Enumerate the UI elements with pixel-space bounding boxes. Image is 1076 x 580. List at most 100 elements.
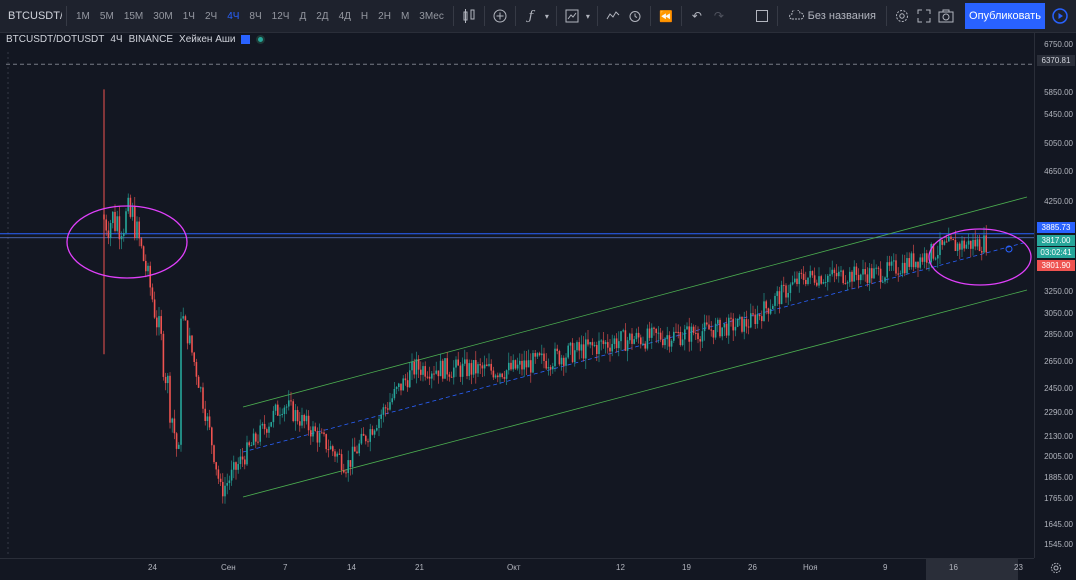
timeframe-9[interactable]: Д [299, 10, 307, 22]
candle-body [230, 469, 233, 481]
bar-type-icon[interactable] [458, 5, 480, 27]
layout-name[interactable]: Без названия [782, 8, 882, 23]
time-tick: 23 [1014, 563, 1023, 572]
timeframe-0[interactable]: 1М [76, 10, 90, 22]
candle-body [257, 441, 259, 443]
candle-body [864, 269, 866, 275]
timeframe-8[interactable]: 12Ч [271, 10, 290, 22]
candle-body [734, 326, 737, 331]
candle-body [552, 366, 554, 370]
settings-icon[interactable] [891, 5, 913, 27]
redo-icon[interactable]: ↷ [713, 9, 724, 23]
candle-body [981, 251, 983, 253]
candle-body [160, 316, 162, 334]
candle-body [574, 350, 576, 363]
candle-body [653, 327, 655, 329]
timeframe-list: 1М 5М 15М 30М 1Ч 2Ч 4Ч 8Ч 12Ч Д 2Д 4Д Н 2Н М 3Мес [71, 11, 449, 22]
timeframe-6[interactable]: 4Ч [227, 10, 240, 22]
candle-body [475, 360, 477, 374]
candle-body [932, 243, 935, 259]
timeframe-15[interactable]: 3Мес [419, 10, 444, 22]
candle-body [459, 365, 462, 377]
candle-body [576, 342, 578, 351]
timeframe-4[interactable]: 1Ч [182, 10, 195, 22]
timeframe-12[interactable]: Н [360, 10, 369, 22]
alert-icon[interactable] [624, 5, 646, 27]
price-tick: 3250.00 [1044, 287, 1073, 296]
candle-body [136, 221, 138, 238]
candle-body [736, 318, 739, 327]
candle-body [248, 442, 250, 446]
candle-body [860, 274, 862, 281]
legend-chart-type: Хейкен Аши [179, 34, 236, 45]
price-chart[interactable] [0, 32, 1034, 558]
candle-body [189, 335, 191, 344]
camera-icon[interactable] [935, 5, 957, 27]
candle-body [215, 462, 217, 470]
candle-body [646, 328, 649, 349]
chevron-down-icon[interactable]: ▾ [544, 11, 549, 21]
compare-icon[interactable] [602, 5, 624, 27]
checkbox-icon[interactable] [751, 5, 773, 27]
timeframe-10[interactable]: 2Д [316, 10, 329, 22]
play-icon[interactable] [1048, 3, 1072, 29]
candle-body [444, 358, 446, 379]
candle-body [250, 445, 253, 447]
price-tick: 3050.00 [1044, 309, 1073, 318]
candle-body [417, 359, 420, 370]
time-tick: Окт [507, 563, 521, 572]
timeframe-3[interactable]: 30М [153, 10, 173, 22]
price-axis[interactable]: 6370.81 3885.73 3817.00 03:02:41 3801.90… [1034, 32, 1076, 558]
candle-body [125, 211, 127, 233]
candle-body [950, 236, 952, 240]
indicators-icon[interactable]: ƒ [528, 8, 534, 24]
candle-body [928, 262, 930, 264]
candle-body [824, 282, 827, 284]
candle-body [373, 430, 376, 435]
replay-icon[interactable]: ⏪ [659, 10, 673, 23]
candle-body [758, 314, 761, 317]
flag-icon[interactable] [241, 35, 251, 44]
chevron-down-icon[interactable]: ▾ [585, 11, 590, 21]
timeframe-5[interactable]: 2Ч [204, 10, 218, 22]
candle-body [609, 347, 611, 352]
candle-body [428, 376, 431, 379]
candle-body [723, 323, 726, 328]
candle-body [404, 378, 407, 381]
publish-button[interactable]: Опубликовать [965, 3, 1045, 29]
candle-body [426, 376, 429, 378]
timeframe-13[interactable]: 2Н [378, 10, 391, 22]
symbol-search[interactable]: BTCUSDT/D [8, 10, 62, 22]
time-axis[interactable]: 24 Сен 7 14 21 Окт 12 19 26 Ноя 9 16 23 [0, 558, 1034, 580]
candle-body [732, 318, 734, 331]
timeframe-2[interactable]: 15М [123, 10, 144, 22]
undo-icon[interactable]: ↶ [691, 9, 702, 23]
candle-body [662, 339, 664, 346]
templates-icon[interactable] [561, 5, 583, 27]
candle-body [893, 260, 895, 262]
candle-body [323, 432, 325, 435]
timeframe-11[interactable]: 4Д [338, 10, 351, 22]
candle-body [776, 291, 778, 296]
candle-body [525, 360, 528, 368]
candle-body [719, 319, 721, 337]
candle-body [521, 360, 523, 370]
candle-body [479, 364, 481, 366]
candle-body [455, 359, 457, 368]
add-indicator-icon[interactable] [489, 5, 511, 27]
candle-body [915, 261, 917, 268]
candle-body [182, 316, 184, 319]
timeframe-14[interactable]: М [400, 10, 410, 22]
candle-body [494, 375, 497, 378]
candle-body [767, 308, 770, 314]
candle-body [855, 266, 858, 275]
gear-icon[interactable] [1050, 561, 1062, 579]
price-tick: 2850.00 [1044, 330, 1073, 339]
candle-body [587, 339, 589, 345]
candle-body [600, 340, 602, 342]
timeframe-7[interactable]: 8Ч [249, 10, 262, 22]
timeframe-1[interactable]: 5М [99, 10, 114, 22]
candle-body [967, 240, 970, 245]
fullscreen-icon[interactable] [913, 5, 935, 27]
candle-body [228, 480, 231, 484]
